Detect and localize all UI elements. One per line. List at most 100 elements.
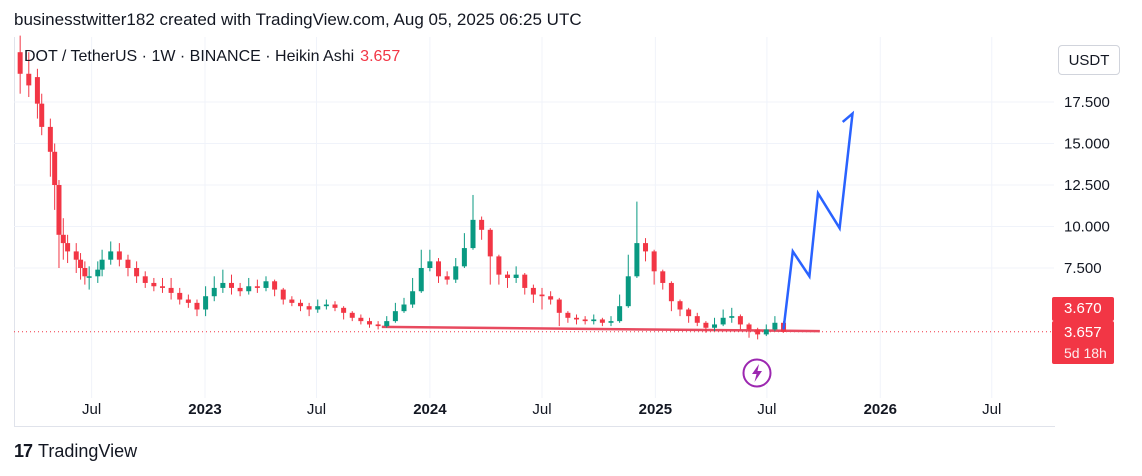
candle — [297, 299, 303, 312]
candle-body — [289, 299, 295, 303]
candle-body — [228, 282, 234, 288]
legend-chart-style[interactable]: Heikin Ashi — [275, 48, 355, 65]
candle — [582, 316, 588, 325]
candle — [203, 286, 209, 317]
chart-caption: businesstwitter182 created with TradingV… — [14, 10, 582, 29]
candle — [323, 299, 329, 310]
candle-body — [263, 281, 269, 288]
candle — [720, 309, 726, 327]
candle — [591, 314, 597, 325]
candle — [513, 266, 519, 283]
candle — [375, 321, 381, 330]
candle-body — [651, 251, 657, 272]
grid-lines — [14, 37, 1054, 398]
candle-body — [729, 316, 735, 318]
candle — [52, 143, 58, 210]
candle-body — [366, 321, 372, 325]
candle-body — [280, 289, 286, 300]
candle — [556, 297, 562, 327]
candle-body — [660, 271, 666, 283]
candle — [470, 194, 476, 250]
legend-sep: · — [260, 48, 276, 65]
candle-body — [772, 322, 778, 330]
candle — [418, 249, 424, 293]
x-tick-label: Jul — [532, 401, 551, 418]
candle — [26, 52, 32, 98]
candle-body — [47, 126, 53, 152]
candle-body — [60, 234, 66, 244]
candle — [694, 312, 700, 327]
legend-interval[interactable]: 1W — [151, 48, 176, 65]
candle — [220, 269, 226, 293]
candle — [453, 258, 459, 283]
candle — [185, 294, 191, 308]
candle-body — [65, 243, 71, 252]
candle — [108, 241, 114, 265]
candle — [366, 317, 372, 328]
candle-body — [461, 248, 467, 267]
candle-body — [479, 219, 485, 230]
candle — [772, 316, 778, 332]
x-tick-label: 2024 — [413, 401, 447, 418]
candle — [392, 302, 398, 323]
candle-body — [470, 219, 476, 249]
support-line[interactable] — [381, 325, 820, 333]
legend-symbol[interactable]: DOT / TetherUS — [24, 48, 138, 65]
candle — [505, 271, 511, 288]
candle-body — [272, 281, 278, 290]
candle-body — [116, 251, 122, 260]
candle — [177, 287, 183, 305]
candle-body — [436, 261, 442, 277]
x-tick-label: 2023 — [188, 401, 221, 418]
lightning-icon[interactable] — [741, 357, 773, 389]
candle — [625, 254, 631, 308]
candle-body — [17, 52, 23, 74]
candle — [228, 274, 234, 295]
candle — [125, 254, 131, 277]
candle-body — [332, 304, 338, 308]
candle-body — [582, 319, 588, 322]
candle — [95, 261, 101, 283]
candle — [142, 271, 148, 288]
candle — [39, 93, 45, 136]
candle-body — [26, 73, 32, 86]
candle — [65, 234, 71, 264]
candle — [539, 287, 545, 310]
tradingview-logo[interactable]: 17 TradingView — [14, 441, 137, 462]
candle-body — [194, 302, 200, 310]
candle-body — [410, 291, 416, 305]
candle-body — [323, 304, 329, 307]
legend-sep: · — [137, 48, 152, 65]
candle — [47, 118, 53, 177]
candle-body — [185, 299, 191, 303]
projection-arrow[interactable] — [782, 110, 855, 330]
candle-body — [142, 276, 148, 283]
candle-body — [625, 276, 631, 307]
candle — [530, 284, 536, 303]
candle-body — [384, 321, 390, 327]
candle — [668, 281, 674, 312]
currency-button[interactable]: USDT — [1058, 45, 1120, 75]
candle-body — [254, 286, 260, 288]
candle — [461, 233, 467, 268]
candle — [617, 294, 623, 323]
candle-body — [643, 243, 649, 252]
x-tick-label: Jul — [982, 401, 1001, 418]
symbol-legend: DOT / TetherUS · 1W · BINANCE · Heikin A… — [24, 48, 400, 66]
x-tick-label: Jul — [307, 401, 326, 418]
candle — [746, 322, 752, 338]
candle-body — [358, 317, 364, 322]
candle — [341, 306, 347, 320]
candle — [60, 218, 66, 260]
candle — [660, 269, 666, 290]
candle — [410, 277, 416, 308]
candle-body — [703, 322, 709, 328]
candle-body — [548, 296, 554, 300]
candle-body — [56, 185, 62, 235]
candle — [211, 276, 217, 302]
candlesticks — [17, 35, 787, 340]
y-tick-label: 15.000 — [1064, 136, 1110, 153]
candle — [349, 311, 355, 322]
candle — [82, 261, 88, 285]
